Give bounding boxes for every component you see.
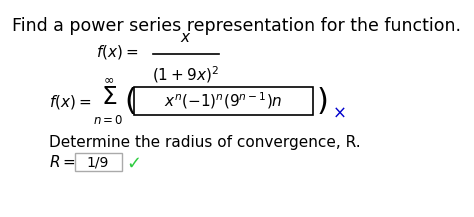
Text: $n = 0$: $n = 0$	[93, 114, 124, 127]
Text: $x^n(-1)^n(9^{n-1})n$: $x^n(-1)^n(9^{n-1})n$	[164, 91, 282, 111]
Text: $f(x) =$: $f(x) =$	[96, 43, 138, 61]
Text: 1/9: 1/9	[87, 155, 109, 169]
Text: $($: $($	[124, 85, 135, 117]
Text: $f(x) =$: $f(x) =$	[49, 93, 91, 111]
Text: $\times$: $\times$	[332, 104, 346, 122]
FancyBboxPatch shape	[134, 87, 313, 115]
Text: $R =$: $R =$	[49, 154, 76, 170]
Text: $\infty$: $\infty$	[103, 73, 114, 86]
Text: ✓: ✓	[126, 155, 141, 173]
Text: $x$: $x$	[180, 30, 191, 45]
Text: $)$: $)$	[316, 85, 327, 117]
Text: $\Sigma$: $\Sigma$	[100, 85, 117, 109]
Text: Find a power series representation for the function.: Find a power series representation for t…	[12, 17, 462, 35]
Text: Determine the radius of convergence, R.: Determine the radius of convergence, R.	[49, 135, 361, 150]
FancyBboxPatch shape	[75, 153, 122, 171]
Text: $(1 + 9x)^2$: $(1 + 9x)^2$	[152, 64, 219, 85]
